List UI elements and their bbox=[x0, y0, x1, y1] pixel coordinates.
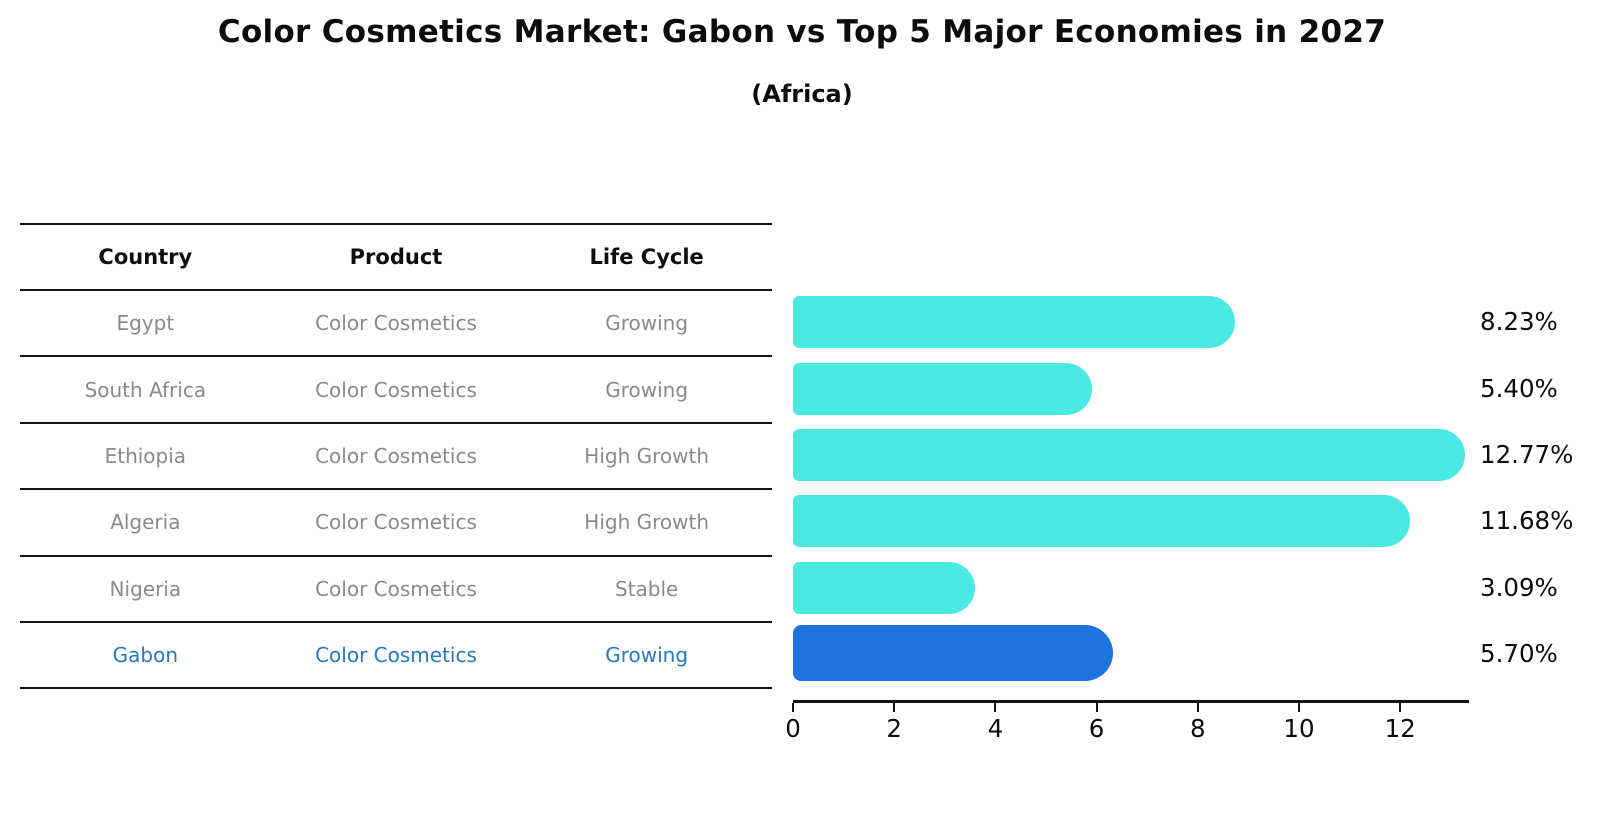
table-row: South Africa Color Cosmetics Growing bbox=[20, 357, 772, 424]
x-tick-label: 2 bbox=[886, 714, 902, 743]
table-cell-country: Nigeria bbox=[109, 576, 182, 601]
bar-algeria bbox=[793, 495, 1410, 548]
x-axis: 0 2 4 6 8 10 12 bbox=[785, 700, 1493, 760]
table-row: Gabon Color Cosmetics Growing bbox=[20, 623, 772, 690]
table-cell-product: Color Cosmetics bbox=[315, 510, 477, 535]
x-tick-label: 12 bbox=[1384, 714, 1416, 743]
table-cell-life-cycle: Growing bbox=[605, 377, 689, 402]
table-cell-product: Color Cosmetics bbox=[315, 443, 477, 468]
table-cell-country: South Africa bbox=[84, 377, 207, 402]
table-row: Ethiopia Color Cosmetics High Growth bbox=[20, 424, 772, 491]
page-subtitle: (Africa) bbox=[751, 80, 853, 108]
table-cell-product: Color Cosmetics bbox=[315, 576, 477, 601]
table-row: Algeria Color Cosmetics High Growth bbox=[20, 490, 772, 557]
x-tick-label: 10 bbox=[1283, 714, 1315, 743]
column-header-product: Product bbox=[349, 245, 443, 269]
table-cell-life-cycle: High Growth bbox=[584, 510, 710, 535]
table-cell-country: Gabon bbox=[112, 643, 179, 668]
table-row: Egypt Color Cosmetics Growing bbox=[20, 291, 772, 358]
bar-value-label: 3.09% bbox=[1480, 572, 1558, 602]
table-cell-country: Algeria bbox=[110, 510, 181, 535]
x-tick-label: 0 bbox=[785, 714, 801, 743]
bar-value-label: 12.77% bbox=[1480, 440, 1574, 469]
x-tick-label: 4 bbox=[987, 714, 1004, 743]
bar-nigeria bbox=[793, 561, 976, 614]
page-title: Color Cosmetics Market: Gabon vs Top 5 M… bbox=[217, 14, 1387, 50]
x-tick-mark bbox=[1399, 703, 1402, 712]
bar-gabon bbox=[793, 625, 1114, 682]
bar-ethiopia bbox=[793, 429, 1466, 481]
value-labels-layer: 8.23% 5.40% 12.77% 11.68% 3.09% 5.70% bbox=[1480, 289, 1604, 689]
x-tick-mark bbox=[893, 703, 896, 712]
table-cell-country: Egypt bbox=[116, 311, 175, 336]
column-header-country: Country bbox=[98, 245, 193, 269]
bar-value-label: 5.40% bbox=[1480, 373, 1558, 403]
country-table: Country Product Life Cycle Egypt Color Co… bbox=[20, 223, 772, 690]
x-tick-label: 8 bbox=[1190, 714, 1206, 743]
column-header-life-cycle: Life Cycle bbox=[589, 245, 704, 269]
bar-value-label: 11.68% bbox=[1480, 506, 1574, 536]
table-cell-product: Color Cosmetics bbox=[315, 377, 477, 402]
x-tick-mark bbox=[994, 703, 997, 712]
table-cell-country: Ethiopia bbox=[104, 443, 187, 468]
bar-value-label: 8.23% bbox=[1480, 307, 1558, 337]
table-cell-life-cycle: Stable bbox=[614, 576, 679, 601]
table-cell-life-cycle: High Growth bbox=[584, 443, 710, 468]
table-row: Nigeria Color Cosmetics Stable bbox=[20, 557, 772, 623]
table-header-row: Country Product Life Cycle bbox=[20, 225, 772, 291]
bar-value-label: 5.70% bbox=[1480, 639, 1558, 669]
bars-layer bbox=[793, 289, 1513, 689]
x-tick-label: 6 bbox=[1088, 714, 1105, 743]
table-cell-life-cycle: Growing bbox=[605, 311, 689, 336]
table-body: Egypt Color Cosmetics Growing South Africa C… bbox=[20, 291, 772, 690]
x-tick-mark bbox=[792, 703, 794, 712]
x-axis-line bbox=[793, 700, 1469, 703]
x-tick-mark bbox=[1095, 703, 1098, 712]
table-cell-product: Color Cosmetics bbox=[315, 311, 477, 336]
bar-south-africa bbox=[793, 362, 1093, 415]
x-tick-mark bbox=[1196, 703, 1199, 712]
x-tick-mark bbox=[1298, 703, 1300, 712]
table-cell-product: Color Cosmetics bbox=[315, 643, 477, 668]
bar-egypt bbox=[793, 296, 1236, 349]
table-cell-life-cycle: Growing bbox=[605, 643, 689, 668]
